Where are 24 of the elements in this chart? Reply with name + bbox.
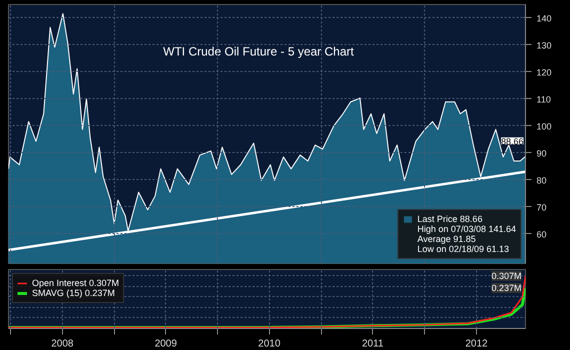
legend-label: Open Interest 0.307M bbox=[32, 278, 120, 288]
y-tick-label: 80 bbox=[536, 175, 547, 186]
annotation: Average 91.85 bbox=[417, 234, 476, 244]
x-tick-label: 2009 bbox=[154, 338, 178, 350]
y-tick-label: 140 bbox=[536, 13, 552, 24]
y-tick-label: 130 bbox=[536, 40, 552, 50]
annotation: 0.237M bbox=[491, 282, 522, 293]
y-tick-label: 120 bbox=[536, 67, 552, 78]
y-tick-label: 110 bbox=[536, 94, 551, 104]
text: WTI Crude Oil Future - 5 year Chart bbox=[163, 44, 355, 58]
annotation: 0.307M bbox=[491, 270, 522, 281]
y-tick-label: 90 bbox=[536, 148, 547, 158]
x-tick-label: 2008 bbox=[51, 338, 74, 350]
y-tick-label: 100 bbox=[536, 121, 552, 132]
y-tick-label: 60 bbox=[536, 229, 547, 240]
annotation: Low on 02/18/09 61.13 bbox=[417, 244, 509, 254]
legend-label: SMAVG (15) 0.237M bbox=[32, 288, 115, 298]
y-tick-label: 70 bbox=[536, 202, 547, 212]
x-tick-label: 2012 bbox=[465, 338, 488, 350]
x-tick-label: 2011 bbox=[362, 338, 384, 350]
legend-label: Last Price 88.66 bbox=[417, 214, 482, 224]
annotation: 88.66 bbox=[500, 136, 524, 146]
x-tick-label: 2010 bbox=[258, 338, 281, 350]
annotation: High on 07/03/08 141.64 bbox=[417, 224, 516, 234]
